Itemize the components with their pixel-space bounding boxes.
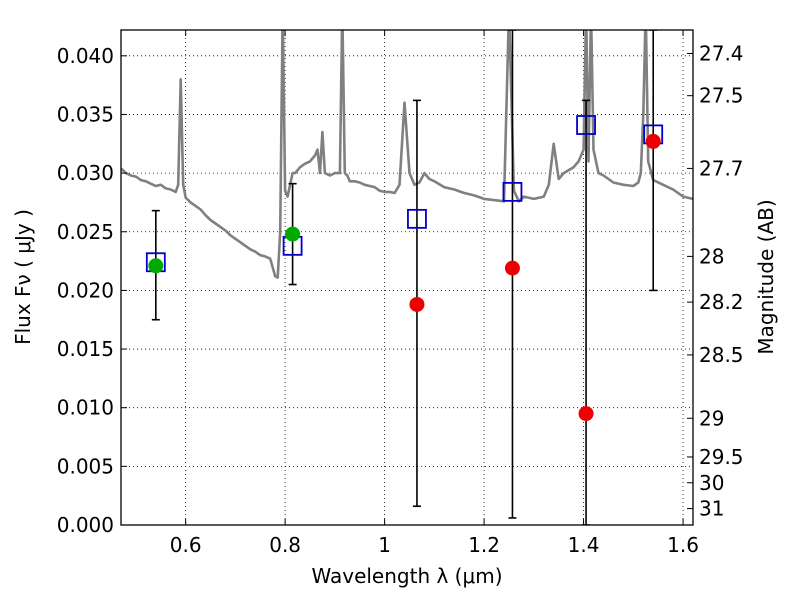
x-tick-label: 0.8 xyxy=(269,533,301,557)
y-tick-label: 0.010 xyxy=(57,396,114,420)
x-tick-label: 1.4 xyxy=(568,533,600,557)
marker-layer xyxy=(145,115,664,422)
y-axis-ticks: 0.000 0.005 0.010 0.015 0.020 0.025 0.030 0.035… xyxy=(57,44,127,537)
y-tick-label: 0.035 xyxy=(57,102,114,126)
model-photometry-square xyxy=(576,115,596,135)
model-photometry-square xyxy=(502,181,523,202)
nondetection-point xyxy=(578,406,594,422)
y-tick-label: 0.020 xyxy=(57,278,114,302)
y-tick-label: 0.030 xyxy=(57,161,114,185)
magnitude-tick-label: 28 xyxy=(699,244,724,268)
y-tick-label: 0.025 xyxy=(57,220,114,244)
y-tick-label: 0.005 xyxy=(57,454,114,478)
model-photometry-square xyxy=(407,208,427,229)
detection-point xyxy=(148,258,164,274)
x-tick-label: 0.6 xyxy=(170,533,202,557)
spectrum-layer xyxy=(121,30,693,279)
y-axis-label: Flux Fν ( μJy ) xyxy=(11,209,35,345)
nondetection-point xyxy=(645,133,661,149)
x-tick-label: 1.6 xyxy=(667,533,699,557)
plot-area-background xyxy=(121,30,693,525)
x-axis-ticks: 0.6 0.8 1 1.2 1.4 1.6 xyxy=(170,30,699,557)
nondetection-point xyxy=(409,296,425,312)
magnitude-tick-label: 30 xyxy=(699,471,724,495)
x-tick-label: 1 xyxy=(378,533,391,557)
magnitude-tick-label: 29.5 xyxy=(699,445,744,469)
x-axis-label: Wavelength λ (μm) xyxy=(311,564,502,588)
magnitude-tick-label: 31 xyxy=(699,497,724,521)
magnitude-tick-label: 27.5 xyxy=(699,84,744,108)
plot-frame xyxy=(120,29,694,526)
detection-point xyxy=(285,226,301,242)
y-tick-label: 0.000 xyxy=(57,513,114,537)
nondetection-point xyxy=(504,260,520,276)
x-tick-label: 1.2 xyxy=(468,533,500,557)
y-tick-label: 0.015 xyxy=(57,337,114,361)
spectrum-line xyxy=(121,30,693,279)
magnitude-tick-label: 28.2 xyxy=(699,290,744,314)
magnitude-axis-label: Magnitude (AB) xyxy=(754,199,778,354)
magnitude-tick-label: 27.7 xyxy=(699,156,744,180)
magnitude-tick-label: 27.4 xyxy=(699,41,744,65)
y-tick-label: 0.040 xyxy=(57,44,114,68)
magnitude-tick-label: 29 xyxy=(699,406,724,430)
magnitude-tick-label: 28.5 xyxy=(699,343,744,367)
